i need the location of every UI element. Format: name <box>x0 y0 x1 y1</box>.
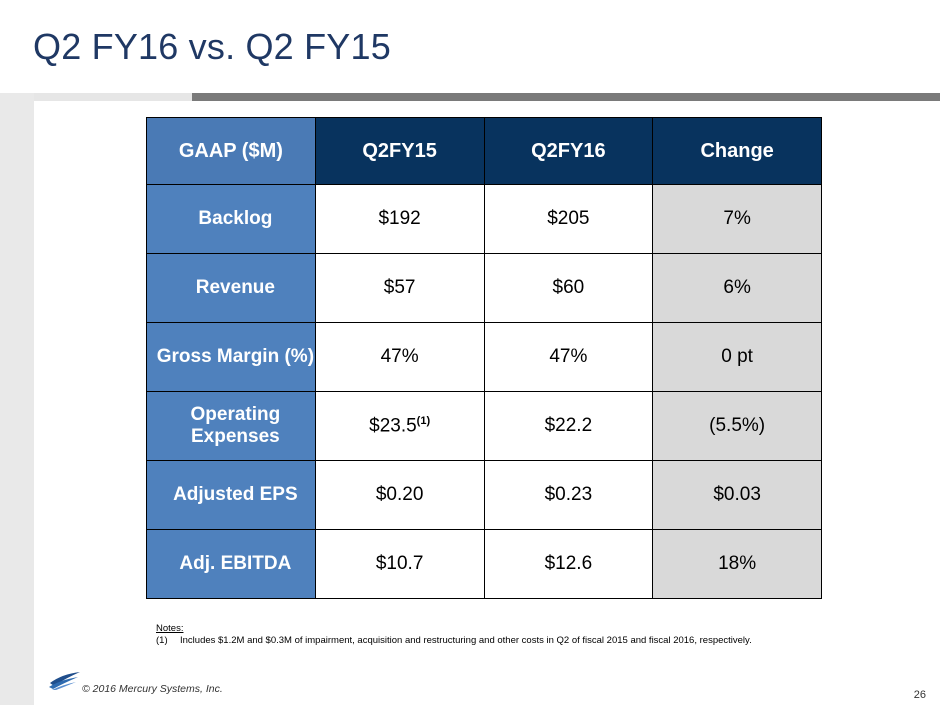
slide-title: Q2 FY16 vs. Q2 FY15 <box>33 26 391 67</box>
q2fy16-value: $22.2 <box>483 391 654 461</box>
q2fy15-value: $0.20 <box>314 460 485 530</box>
change-value: 0 pt <box>652 322 822 392</box>
page-number: 26 <box>913 689 926 701</box>
table-row: Gross Margin (%) 47% 47% 0 pt <box>146 322 822 392</box>
q2fy15-value: $23.5(1) <box>314 391 485 461</box>
q2fy16-value: 47% <box>483 322 654 392</box>
row-label: Gross Margin (%) <box>146 322 316 392</box>
row-label: Backlog <box>146 184 316 254</box>
table-row: Backlog $192 $205 7% <box>146 184 822 254</box>
q2fy15-value-text: $23.5 <box>369 415 417 437</box>
q2fy16-value: $205 <box>483 184 654 254</box>
row-label: Adj. EBITDA <box>146 529 316 599</box>
copyright-text: © 2016 Mercury Systems, Inc. <box>82 683 223 695</box>
q2fy15-value: 47% <box>314 322 485 392</box>
note-item: (1) Includes $1.2M and $0.3M of impairme… <box>156 635 816 647</box>
financial-comparison-table: GAAP ($M) Q2FY15 Q2FY16 Change Backlog $… <box>146 117 822 599</box>
q2fy15-value: $192 <box>314 184 485 254</box>
row-label: Adjusted EPS <box>146 460 316 530</box>
notes-section: Notes: (1) Includes $1.2M and $0.3M of i… <box>156 623 816 647</box>
table-row: Operating Expenses $23.5(1) $22.2 (5.5%) <box>146 391 822 461</box>
change-value: 7% <box>652 184 822 254</box>
row-label: Operating Expenses <box>146 391 316 461</box>
footnote-reference: (1) <box>416 414 431 427</box>
change-value: (5.5%) <box>652 391 822 461</box>
table-row: Revenue $57 $60 6% <box>146 253 822 323</box>
change-value: $0.03 <box>652 460 822 530</box>
q2fy15-value: $57 <box>314 253 485 323</box>
table-row: Adjusted EPS $0.20 $0.23 $0.03 <box>146 460 822 530</box>
mercury-logo-icon <box>49 672 80 690</box>
q2fy16-value: $0.23 <box>483 460 654 530</box>
left-margin-strip <box>0 93 34 705</box>
q2fy16-value: $60 <box>483 253 654 323</box>
row-label: Revenue <box>146 253 316 323</box>
change-value: 18% <box>652 529 822 599</box>
note-number: (1) <box>156 635 168 646</box>
header-q2fy16: Q2FY16 <box>483 117 654 185</box>
note-text: Includes $1.2M and $0.3M of impairment, … <box>180 635 752 646</box>
q2fy16-value: $12.6 <box>483 529 654 599</box>
table-row: Adj. EBITDA $10.7 $12.6 18% <box>146 529 822 599</box>
header-change: Change <box>652 117 822 185</box>
header-metric: GAAP ($M) <box>146 117 316 185</box>
q2fy15-value: $10.7 <box>314 529 485 599</box>
table-header-row: GAAP ($M) Q2FY15 Q2FY16 Change <box>146 117 822 185</box>
notes-heading: Notes: <box>156 623 184 634</box>
header-q2fy15: Q2FY15 <box>314 117 485 185</box>
header-rule-dark <box>192 93 940 101</box>
change-value: 6% <box>652 253 822 323</box>
